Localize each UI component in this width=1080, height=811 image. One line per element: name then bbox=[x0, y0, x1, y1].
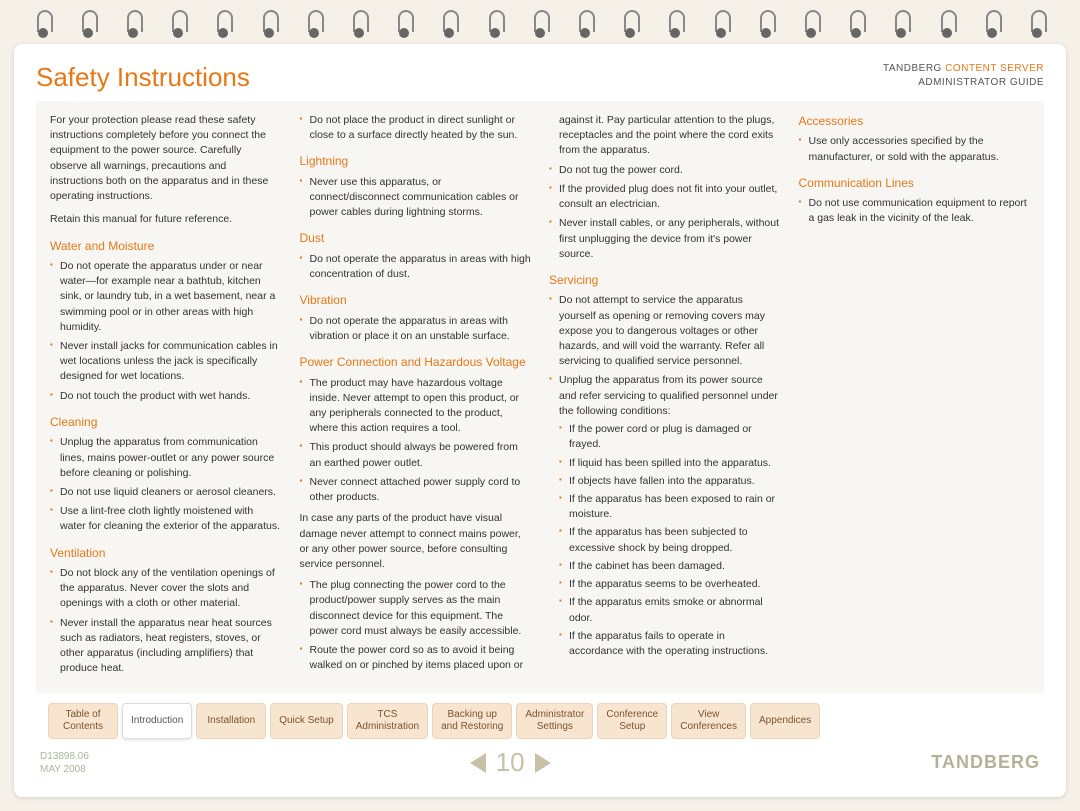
section-list: Unplug the apparatus from communication … bbox=[50, 435, 282, 534]
nav-tab[interactable]: Table ofContents bbox=[48, 703, 118, 739]
retain-text: Retain this manual for future reference. bbox=[50, 212, 282, 227]
nav-tab[interactable]: Introduction bbox=[122, 703, 192, 739]
next-page-arrow[interactable] bbox=[535, 753, 551, 773]
section-title: Accessories bbox=[799, 113, 1031, 130]
section-list: Never use this apparatus, or connect/dis… bbox=[300, 175, 532, 221]
nav-tab[interactable]: Installation bbox=[196, 703, 266, 739]
list-item: If the apparatus has been subjected to e… bbox=[559, 525, 781, 555]
section-title: Servicing bbox=[549, 272, 781, 289]
content-body: For your protection please read these sa… bbox=[36, 101, 1044, 693]
section-title: Water and Moisture bbox=[50, 238, 282, 255]
list-item: Never use this apparatus, or connect/dis… bbox=[300, 175, 532, 221]
list-item: Do not operate the apparatus in areas wi… bbox=[300, 314, 532, 344]
list-item: Do not place the product in direct sunli… bbox=[300, 113, 532, 143]
intro-text: For your protection please read these sa… bbox=[50, 113, 282, 204]
doc-meta: D13898.06 MAY 2008 bbox=[40, 750, 89, 776]
nav-tabs: Table ofContentsIntroductionInstallation… bbox=[36, 703, 1044, 739]
list-item: Never install the apparatus near heat so… bbox=[50, 616, 282, 677]
nav-tab[interactable]: Backing upand Restoring bbox=[432, 703, 512, 739]
list-item: The plug connecting the power cord to th… bbox=[300, 578, 532, 639]
list-item: If the power cord or plug is damaged or … bbox=[559, 422, 781, 452]
nav-tab[interactable]: ConferenceSetup bbox=[597, 703, 667, 739]
page-nav: 10 bbox=[470, 747, 551, 778]
list-item: Do not touch the product with wet hands. bbox=[50, 389, 282, 404]
page-number: 10 bbox=[496, 747, 525, 778]
list-item: If the apparatus emits smoke or abnormal… bbox=[559, 595, 781, 625]
section-title: Communication Lines bbox=[799, 175, 1031, 192]
list-item: The product may have hazardous voltage i… bbox=[300, 376, 532, 437]
list-item: Never install cables, or any peripherals… bbox=[549, 216, 781, 262]
list-item: Do not operate the apparatus in areas wi… bbox=[300, 252, 532, 282]
list-item: If the provided plug does not fit into y… bbox=[549, 182, 781, 212]
nav-tab[interactable]: ViewConferences bbox=[671, 703, 746, 739]
section-list: Use only accessories specified by the ma… bbox=[799, 134, 1031, 164]
list-item: Do not operate the apparatus under or ne… bbox=[50, 259, 282, 335]
nav-tab[interactable]: Appendices bbox=[750, 703, 820, 739]
page-title: Safety Instructions bbox=[36, 62, 250, 93]
section-list: Do not operate the apparatus under or ne… bbox=[50, 259, 282, 404]
list-item: If objects have fallen into the apparatu… bbox=[559, 474, 781, 489]
list-item: Use a lint-free cloth lightly moistened … bbox=[50, 504, 282, 534]
list-item: Do not attempt to service the apparatus … bbox=[549, 293, 781, 369]
list-item: If the apparatus seems to be overheated. bbox=[559, 577, 781, 592]
section-title: Dust bbox=[300, 230, 532, 247]
list-item: Unplug the apparatus from communication … bbox=[50, 435, 282, 481]
list-item: Never connect attached power supply cord… bbox=[300, 475, 532, 505]
list-item: If the apparatus has been exposed to rai… bbox=[559, 492, 781, 522]
section-paragraph: In case any parts of the product have vi… bbox=[300, 511, 532, 572]
footer: D13898.06 MAY 2008 10 TANDBERG bbox=[36, 747, 1044, 778]
section-title: Lightning bbox=[300, 153, 532, 170]
list-item: Do not tug the power cord. bbox=[549, 163, 781, 178]
page-background: Safety Instructions TANDBERG CONTENT SER… bbox=[0, 0, 1080, 811]
header: Safety Instructions TANDBERG CONTENT SER… bbox=[36, 62, 1044, 93]
brand-logo: TANDBERG bbox=[931, 752, 1040, 773]
nav-tab[interactable]: Quick Setup bbox=[270, 703, 342, 739]
section-list: Do not operate the apparatus in areas wi… bbox=[300, 252, 532, 282]
section-list: Do not use communication equipment to re… bbox=[799, 196, 1031, 226]
section-title: Cleaning bbox=[50, 414, 282, 431]
section-title: Power Connection and Hazardous Voltage bbox=[300, 354, 532, 371]
list-item: Do not block any of the ventilation open… bbox=[50, 566, 282, 612]
section-list: The product may have hazardous voltage i… bbox=[300, 376, 532, 506]
nav-tab[interactable]: AdministratorSettings bbox=[516, 703, 593, 739]
prev-page-arrow[interactable] bbox=[470, 753, 486, 773]
sub-list: If the power cord or plug is damaged or … bbox=[559, 422, 781, 659]
list-item: Unplug the apparatus from its power sour… bbox=[549, 373, 781, 659]
section-list: Do not operate the apparatus in areas wi… bbox=[300, 314, 532, 344]
sheet: Safety Instructions TANDBERG CONTENT SER… bbox=[14, 44, 1066, 797]
list-item: If liquid has been spilled into the appa… bbox=[559, 456, 781, 471]
section-title: Vibration bbox=[300, 292, 532, 309]
list-item: If the apparatus fails to operate in acc… bbox=[559, 629, 781, 659]
product-label: TANDBERG CONTENT SERVER ADMINISTRATOR GU… bbox=[883, 62, 1044, 90]
nav-tab[interactable]: TCSAdministration bbox=[347, 703, 428, 739]
list-item: Do not use liquid cleaners or aerosol cl… bbox=[50, 485, 282, 500]
list-item: Never install jacks for communication ca… bbox=[50, 339, 282, 385]
list-item: Do not use communication equipment to re… bbox=[799, 196, 1031, 226]
list-item: If the cabinet has been damaged. bbox=[559, 559, 781, 574]
section-title: Ventilation bbox=[50, 545, 282, 562]
list-item: Use only accessories specified by the ma… bbox=[799, 134, 1031, 164]
list-item: This product should always be powered fr… bbox=[300, 440, 532, 470]
section-list: Do not attempt to service the apparatus … bbox=[549, 293, 781, 659]
